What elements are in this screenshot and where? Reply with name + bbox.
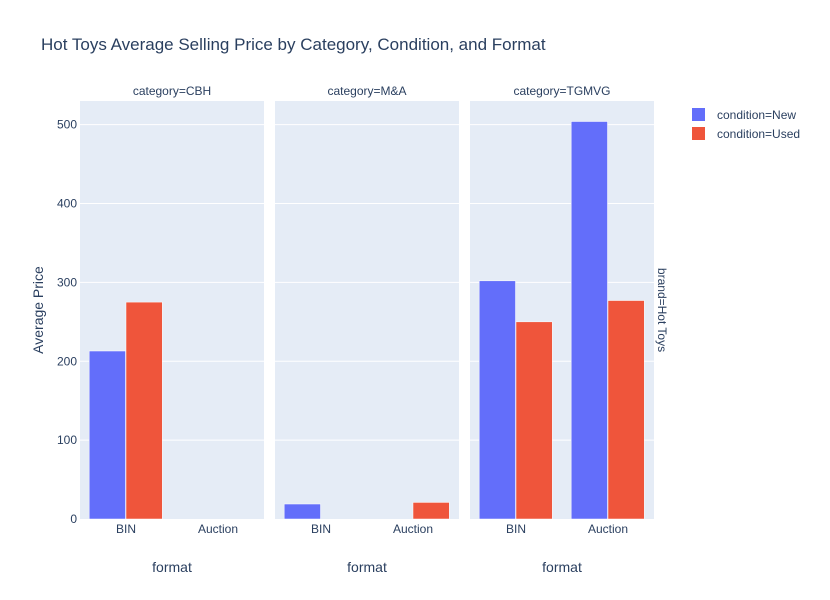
- legend[interactable]: condition=New condition=Used: [692, 108, 800, 141]
- y-tick-label: 200: [57, 354, 77, 368]
- facet-label: category=TGMVG: [513, 84, 610, 98]
- plot-background: [275, 101, 459, 519]
- facet-panel-2: category=M&A BIN Auction format: [275, 84, 459, 575]
- bar-used-auction[interactable]: [412, 502, 450, 520]
- x-tick-label: Auction: [393, 522, 433, 536]
- y-tick-label: 500: [57, 118, 77, 132]
- x-tick-label: Auction: [198, 522, 238, 536]
- chart-title: Hot Toys Average Selling Price by Catego…: [41, 35, 546, 54]
- y-tick-label: 300: [57, 275, 77, 289]
- bar-used-auction[interactable]: [607, 300, 645, 520]
- x-tick-label: BIN: [116, 522, 136, 536]
- bar-used-bin[interactable]: [515, 321, 553, 520]
- facet-panel-1: category=CBH BIN Auction format: [80, 84, 264, 575]
- legend-item-new[interactable]: condition=New: [692, 108, 796, 122]
- bar-new-auction[interactable]: [570, 121, 608, 520]
- x-tick-label: BIN: [506, 522, 526, 536]
- facet-panel-3: category=TGMVG BIN Auction format: [470, 84, 654, 575]
- legend-label[interactable]: condition=Used: [717, 127, 800, 141]
- y-tick-label: 100: [57, 433, 77, 447]
- x-axis-title: format: [542, 559, 582, 575]
- y-tick-label: 400: [57, 197, 77, 211]
- y-axis-title: Average Price: [30, 266, 46, 354]
- legend-item-used[interactable]: condition=Used: [692, 127, 800, 141]
- bar-new-bin[interactable]: [478, 280, 516, 520]
- legend-swatch[interactable]: [692, 108, 705, 121]
- facet-label: category=M&A: [327, 84, 406, 98]
- bar-new-bin[interactable]: [88, 350, 126, 520]
- x-tick-label: Auction: [588, 522, 628, 536]
- facet-label: category=CBH: [133, 84, 211, 98]
- x-axis-title: format: [152, 559, 192, 575]
- x-tick-label: BIN: [311, 522, 331, 536]
- bar-new-bin[interactable]: [283, 503, 321, 520]
- legend-label[interactable]: condition=New: [717, 108, 796, 122]
- legend-swatch[interactable]: [692, 127, 705, 140]
- x-axis-title: format: [347, 559, 387, 575]
- row-facet-label: brand=Hot Toys: [655, 268, 669, 352]
- y-tick-label: 0: [70, 512, 77, 526]
- bar-used-bin[interactable]: [125, 301, 163, 520]
